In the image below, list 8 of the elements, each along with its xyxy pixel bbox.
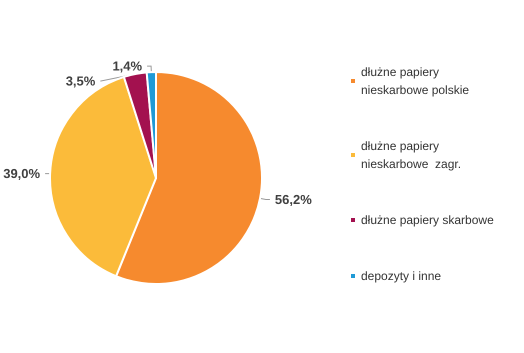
legend-label: dłużne papiery skarbowe <box>361 213 494 227</box>
data-label: 3,5% <box>66 74 96 89</box>
data-label: 56,2% <box>274 192 312 207</box>
data-label: 39,0% <box>3 166 41 182</box>
legend-label: depozyty i inne <box>361 269 442 283</box>
data-label: 1,4% <box>112 58 143 74</box>
legend-label: dłużne papiery nieskarbowe polskie <box>361 65 470 97</box>
legend-label: dłużne papiery nieskarbowe zagr. <box>361 139 462 171</box>
